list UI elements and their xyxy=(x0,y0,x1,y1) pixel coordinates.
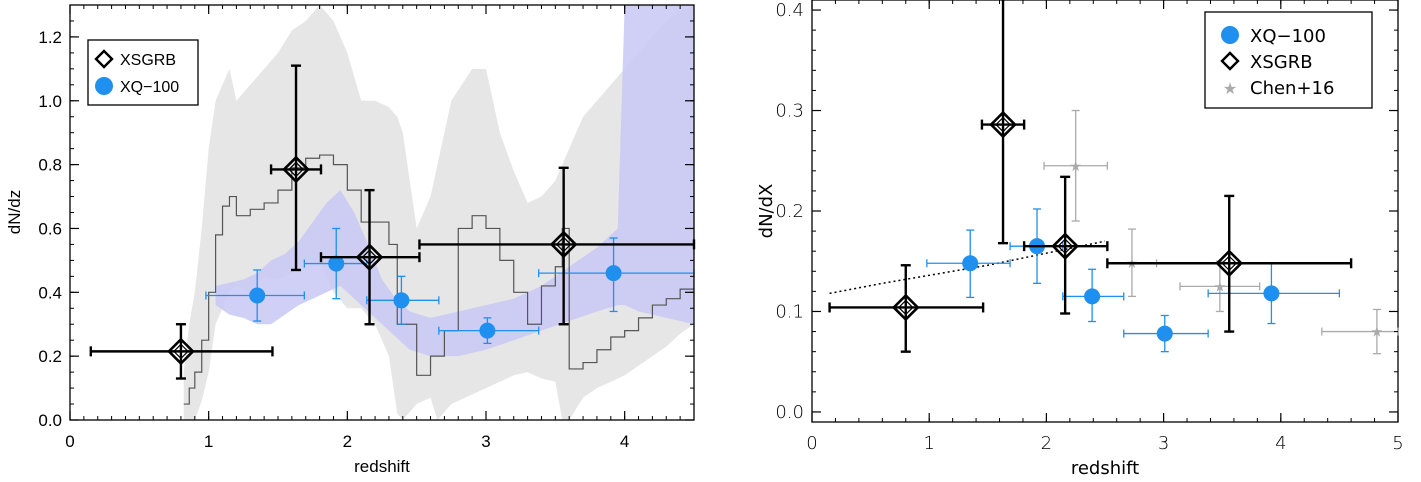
right-legend-label-xq100: XQ−100 xyxy=(1250,26,1326,47)
left-legend-label-xq100: XQ−100 xyxy=(120,79,179,96)
xsgrb-diamond-marker xyxy=(891,293,920,322)
right-plot-points: ★ ★ ★ ★ xyxy=(828,0,1399,355)
xq100-circle-marker xyxy=(962,255,979,272)
right-legend-diamond-icon xyxy=(1220,51,1240,71)
chen16-star-marker: ★ xyxy=(1069,159,1082,175)
xsgrb-diamond-marker xyxy=(282,155,310,184)
x-tick-label: 0 xyxy=(806,433,817,454)
y-tick-label: 1.2 xyxy=(38,28,62,47)
x-tick-label: 0 xyxy=(65,432,74,451)
xq100-circle-marker xyxy=(1263,285,1280,302)
xsgrb-diamond-inner xyxy=(897,299,914,316)
chen16-star-marker: ★ xyxy=(1214,279,1227,295)
y-tick-label: 0.3 xyxy=(775,101,804,122)
xq100-circle-marker xyxy=(249,287,266,304)
y-tick-label: 0.0 xyxy=(775,402,804,423)
left-axis-ticks: 0 1 2 3 4 0.0 0.2 0.4 0.6 0.8 1.0 1.2 xyxy=(38,5,695,451)
right-legend-label-xsgrb: XSGRB xyxy=(1250,52,1313,73)
grb-cumulative-line xyxy=(183,154,694,405)
left-legend-circle-icon xyxy=(95,77,113,95)
x-tick-label: 3 xyxy=(1158,433,1169,454)
xq100-circle-marker xyxy=(328,255,345,272)
right-legend-label-chen16: Chen+16 xyxy=(1250,78,1334,99)
left-plot-bands xyxy=(183,5,694,420)
grb-uncertainty-band xyxy=(183,5,694,420)
y-tick-label: 0.2 xyxy=(38,347,62,366)
x-tick-label: 5 xyxy=(1392,433,1403,454)
x-tick-label: 4 xyxy=(620,432,629,451)
xsgrb-diamond-marker xyxy=(355,243,384,272)
xq100-circle-marker xyxy=(479,322,496,339)
xsgrb-diamond-inner xyxy=(1057,238,1073,255)
xq100-circle-marker xyxy=(393,292,410,309)
xsgrb-diamond-inner xyxy=(1221,255,1238,272)
right-axis-ticks: 0 1 2 3 4 5 0.0 0.1 0.2 0.3 0.4 xyxy=(775,0,1404,454)
xsgrb-diamond-inner xyxy=(173,343,189,360)
left-chart: 0 1 2 3 4 0.0 0.2 0.4 0.6 0.8 1.0 1.2 redshift dN/d… xyxy=(5,4,696,476)
right-legend-circle-icon xyxy=(1221,26,1239,44)
xq100-circle-marker xyxy=(605,265,622,282)
y-tick-label: 0.4 xyxy=(775,0,804,21)
y-tick-label: 0.2 xyxy=(775,201,804,222)
xsgrb-diamond-inner xyxy=(555,236,572,253)
x-tick-label: 1 xyxy=(923,433,934,454)
xsgrb-diamond-marker xyxy=(1051,232,1079,261)
xsgrb-diamond-marker xyxy=(1215,249,1244,278)
x-tick-label: 4 xyxy=(1275,433,1286,454)
x-tick-label: 1 xyxy=(204,432,213,451)
x-tick-label: 3 xyxy=(481,432,490,451)
power-law-fit-line xyxy=(829,240,1106,295)
xq100-circle-marker xyxy=(1084,288,1101,305)
xsgrb-diamond-inner xyxy=(288,161,304,178)
right-chart: ★ ★ ★ ★ 0 1 2 3 4 5 0.0 0.1 0.2 0.3 0.4 redshift dN/d… xyxy=(756,0,1404,479)
left-x-axis-title: redshift xyxy=(354,457,410,476)
right-legend: XQ−100 XSGRB ★ Chen+16 xyxy=(1204,11,1373,109)
y-tick-label: 0.0 xyxy=(38,411,62,430)
right-y-axis-title: dN/dX xyxy=(756,184,777,239)
x-tick-label: 2 xyxy=(343,432,352,451)
y-tick-label: 1.0 xyxy=(38,92,62,111)
y-tick-label: 0.4 xyxy=(38,283,62,302)
xsgrb-diamond-inner xyxy=(361,249,378,266)
y-tick-label: 0.1 xyxy=(775,301,804,322)
right-legend-star-icon: ★ xyxy=(1223,79,1237,98)
chen16-star-marker: ★ xyxy=(1371,325,1384,341)
left-legend-diamond-icon xyxy=(94,49,114,69)
xsgrb-diamond-marker xyxy=(167,337,195,366)
y-tick-label: 0.8 xyxy=(38,156,62,175)
x-tick-label: 2 xyxy=(1041,433,1052,454)
left-plot-points xyxy=(89,64,696,380)
xsgrb-diamond-inner xyxy=(995,116,1011,133)
xsgrb-diamond-marker xyxy=(549,230,578,259)
left-y-axis-title: dN/dz xyxy=(5,190,24,234)
right-x-axis-title: redshift xyxy=(1071,458,1139,479)
y-tick-label: 0.6 xyxy=(38,219,62,238)
left-legend: XSGRB XQ−100 xyxy=(87,39,199,106)
left-legend-label-xsgrb: XSGRB xyxy=(120,52,176,69)
xsgrb-diamond-marker xyxy=(989,110,1017,139)
xq100-circle-marker xyxy=(1156,325,1173,342)
